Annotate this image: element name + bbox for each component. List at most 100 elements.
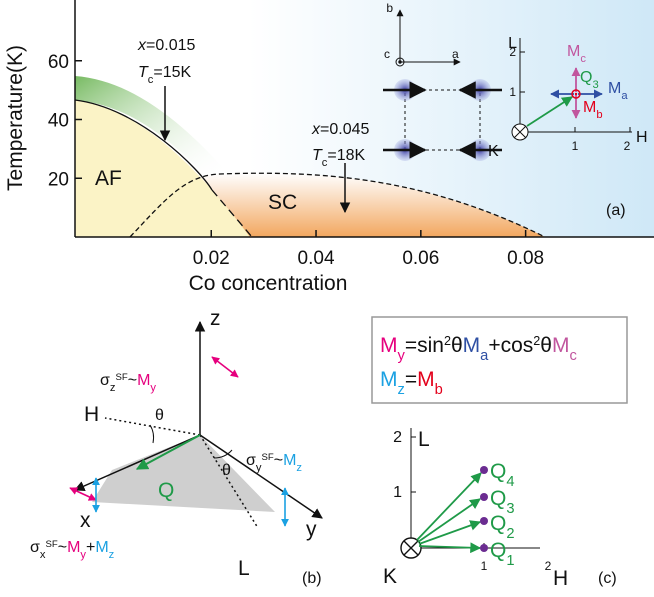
tick-label: 1	[572, 139, 579, 153]
axis-label: H	[84, 403, 99, 426]
q-label: Q2	[490, 512, 515, 542]
text-part: z	[110, 382, 116, 394]
text-part: =15K	[153, 64, 191, 81]
moment-label: Mc	[567, 43, 586, 65]
region-label: SC	[268, 191, 297, 214]
text-part: M	[567, 43, 580, 60]
q-label: Q3	[490, 487, 515, 517]
text-part: a	[480, 348, 489, 364]
axis-label: K	[488, 143, 499, 160]
text-part: =	[405, 368, 417, 391]
text-part: Q	[490, 460, 506, 483]
text-part: T	[312, 147, 323, 164]
text-part: 3	[506, 501, 514, 517]
text-part: =sin	[405, 334, 444, 357]
x-tick-label: 0.06	[402, 248, 439, 269]
tick-label: 2	[509, 45, 516, 59]
text-part: M	[380, 368, 398, 391]
text-part: 1	[506, 553, 514, 569]
tick-label: 1	[481, 559, 488, 573]
cross-section: σySF~Mz	[246, 452, 302, 475]
axis-label: x	[80, 509, 91, 532]
annotation: x=0.045	[311, 121, 369, 138]
axis-label: L	[238, 557, 250, 580]
text-part: M	[137, 372, 150, 389]
text-part: x	[311, 121, 321, 138]
region-label: AF	[95, 167, 122, 190]
moment-label: Mb	[583, 99, 603, 121]
y-tick-label: 60	[48, 52, 69, 73]
text-part: c	[580, 53, 586, 65]
text-part: 2	[444, 334, 451, 348]
text-part: ~	[128, 372, 137, 389]
panel-label: (c)	[598, 570, 617, 587]
text-part: Q	[490, 512, 506, 535]
moment-label: Ma	[608, 80, 628, 102]
text-part: M	[67, 539, 80, 556]
text-part: θ	[451, 334, 463, 357]
text-part: ~	[274, 452, 283, 469]
text-part: SF	[45, 539, 57, 550]
y-tick-label: 20	[48, 169, 69, 190]
text-part: T	[138, 64, 149, 81]
text-part: c	[569, 348, 576, 364]
q-label: Q1	[490, 539, 515, 569]
text-part: M	[417, 368, 435, 391]
phase-regions	[74, 0, 654, 238]
text-part: M	[380, 334, 398, 357]
text-part: y	[256, 462, 262, 474]
text-part: M	[283, 452, 296, 469]
text-part: c	[148, 74, 154, 86]
text-part: c	[322, 157, 328, 169]
tick-label: 2	[624, 139, 631, 153]
axis-label: K	[383, 565, 397, 588]
cross-section: σxSF~My+Mz	[30, 539, 115, 562]
tick-label: 1	[393, 484, 402, 501]
cross-section: σzSF~My	[100, 372, 156, 395]
text-part: +cos	[488, 334, 533, 357]
axis-label: z	[210, 307, 221, 330]
text-part: b	[435, 382, 443, 398]
reciprocal-inset	[511, 38, 632, 141]
text-part: M	[95, 539, 108, 556]
axis-label: L	[418, 428, 430, 451]
q-label: Q4	[490, 460, 515, 490]
tick-label: 2	[393, 429, 402, 446]
text-part: x	[137, 37, 147, 54]
axes	[74, 0, 654, 238]
formula: My=sin2θMa+cos2θMc	[380, 334, 577, 364]
text-part: y	[150, 382, 156, 394]
text-part: y	[80, 549, 86, 561]
lattice-inset	[383, 9, 502, 161]
text-part: M	[552, 334, 570, 357]
axis-label: b	[386, 1, 393, 15]
text-part: 2	[506, 526, 514, 542]
text-part: M	[608, 80, 621, 97]
text-part: z	[109, 549, 115, 561]
text-part: z	[398, 382, 405, 398]
text-part: z	[296, 462, 302, 474]
text-part: Q	[490, 539, 506, 562]
x-axis-label: Co concentration	[189, 272, 348, 295]
q-label: Q3	[580, 69, 599, 91]
panel-label: (b)	[302, 570, 322, 587]
text-part: M	[463, 334, 481, 357]
text-part: b	[596, 109, 602, 121]
text-part: σ	[246, 452, 256, 469]
q-label: Q	[158, 479, 174, 502]
axis-label: a	[452, 47, 459, 61]
formula: Mz=Mb	[380, 368, 443, 398]
text-part: +	[86, 539, 95, 556]
tick-label: 1	[509, 85, 516, 99]
tick-label: 2	[545, 559, 552, 573]
text-part: σ	[30, 539, 40, 556]
y-axis-label: Temperature(K)	[4, 45, 27, 191]
text-part: Q	[490, 487, 506, 510]
axis-label: y	[306, 518, 317, 541]
x-tick-label: 0.08	[507, 248, 544, 269]
axis-label: H	[636, 129, 648, 146]
scattering-geometry	[69, 320, 323, 529]
text-part: 2	[533, 334, 540, 348]
q-diagram	[400, 428, 540, 559]
text-part: =0.015	[146, 37, 195, 54]
